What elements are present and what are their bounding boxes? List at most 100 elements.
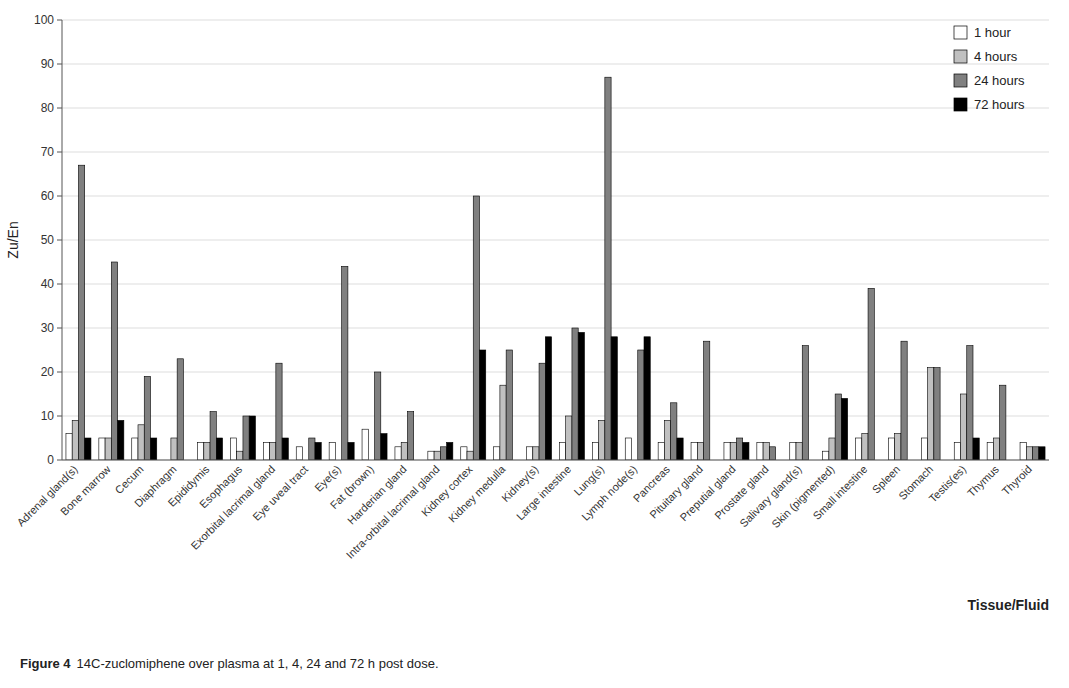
x-axis: Adrenal gland(s)Bone marrowCecumDiaphrag… — [14, 462, 1034, 561]
bar — [625, 438, 631, 460]
bar — [434, 451, 440, 460]
bar — [99, 438, 105, 460]
tick-mark — [57, 196, 62, 197]
bar — [954, 442, 960, 460]
bar — [559, 442, 565, 460]
bar — [401, 442, 407, 460]
bar — [592, 442, 598, 460]
tick-label: 20 — [41, 365, 55, 379]
bar — [1026, 447, 1032, 460]
grid-line — [62, 108, 1049, 109]
bar — [494, 447, 500, 460]
bar — [461, 447, 467, 460]
bar — [1000, 385, 1006, 460]
tick-label: 80 — [41, 101, 55, 115]
x-axis-label: Tissue/Fluid — [968, 597, 1049, 613]
bar — [66, 434, 72, 460]
chart: 0102030405060708090100Adrenal gland(s)Bo… — [0, 0, 1069, 688]
tick-mark — [57, 328, 62, 329]
bar — [611, 337, 617, 460]
bar — [216, 438, 222, 460]
grid-line — [62, 328, 1049, 329]
bar — [578, 332, 584, 460]
bar — [407, 412, 413, 460]
bar — [177, 359, 183, 460]
bar — [151, 438, 157, 460]
tick-mark — [57, 108, 62, 109]
bar — [230, 438, 236, 460]
bar — [500, 385, 506, 460]
tick-label: Preputial gland — [677, 463, 737, 523]
bar — [730, 442, 736, 460]
legend-label: 1 hour — [974, 25, 1012, 40]
bar — [691, 442, 697, 460]
legend-label: 4 hours — [974, 49, 1018, 64]
bar — [198, 442, 204, 460]
bar — [1039, 447, 1045, 460]
caption-part: 14C-zuclomiphene over plasma at 1, 4, 24… — [77, 656, 439, 671]
grid-line — [62, 196, 1049, 197]
bar — [138, 425, 144, 460]
legend-swatch — [954, 98, 967, 111]
bar — [329, 442, 335, 460]
bar — [375, 372, 381, 460]
tick-mark — [57, 284, 62, 285]
grid-line — [62, 64, 1049, 65]
tick-label: 70 — [41, 145, 55, 159]
legend-label: 72 hours — [974, 97, 1025, 112]
bar — [901, 341, 907, 460]
bar — [467, 451, 473, 460]
tick-label: Harderian gland — [345, 463, 409, 527]
legend-swatch — [954, 50, 967, 63]
y-axis-label: Zu/En — [5, 221, 21, 258]
bar — [243, 416, 249, 460]
bar — [835, 394, 841, 460]
bar — [480, 350, 486, 460]
bar — [210, 412, 216, 460]
bar — [987, 442, 993, 460]
bar — [118, 420, 124, 460]
bar — [664, 420, 670, 460]
tick-label: 100 — [34, 13, 54, 27]
bar — [539, 363, 545, 460]
bar — [823, 451, 829, 460]
bar — [85, 438, 91, 460]
bar — [790, 442, 796, 460]
grid-line — [62, 460, 1049, 461]
tick-label: 0 — [47, 453, 54, 467]
tick-label: 40 — [41, 277, 55, 291]
caption-part: Figure 4 — [20, 656, 71, 671]
bar — [204, 442, 210, 460]
tick-label: Bone marrow — [58, 463, 113, 518]
x-axis-line — [62, 460, 1049, 461]
bar — [960, 394, 966, 460]
tick-label: Thyroid — [1000, 463, 1034, 497]
bar — [447, 442, 453, 460]
bar — [1033, 447, 1039, 460]
tick-label: Lymph node(s) — [579, 463, 639, 523]
bar — [928, 368, 934, 460]
tick-mark — [57, 460, 62, 461]
tick-label: Small intestine — [810, 463, 869, 522]
bar — [348, 442, 354, 460]
legend-swatch — [954, 26, 967, 39]
bar — [527, 447, 533, 460]
legend-label: 24 hours — [974, 73, 1025, 88]
bar — [993, 438, 999, 460]
bar — [888, 438, 894, 460]
y-axis-line — [62, 20, 63, 460]
bar — [132, 438, 138, 460]
bar — [644, 337, 650, 460]
tick-label: Adrenal gland(s) — [14, 463, 80, 529]
bar — [428, 451, 434, 460]
bar — [856, 438, 862, 460]
bar — [342, 266, 348, 460]
bar — [72, 420, 78, 460]
bars — [66, 77, 1045, 460]
bar — [605, 77, 611, 460]
bar — [270, 442, 276, 460]
bar — [743, 442, 749, 460]
grid-line — [62, 20, 1049, 21]
bar — [638, 350, 644, 460]
bar — [263, 442, 269, 460]
